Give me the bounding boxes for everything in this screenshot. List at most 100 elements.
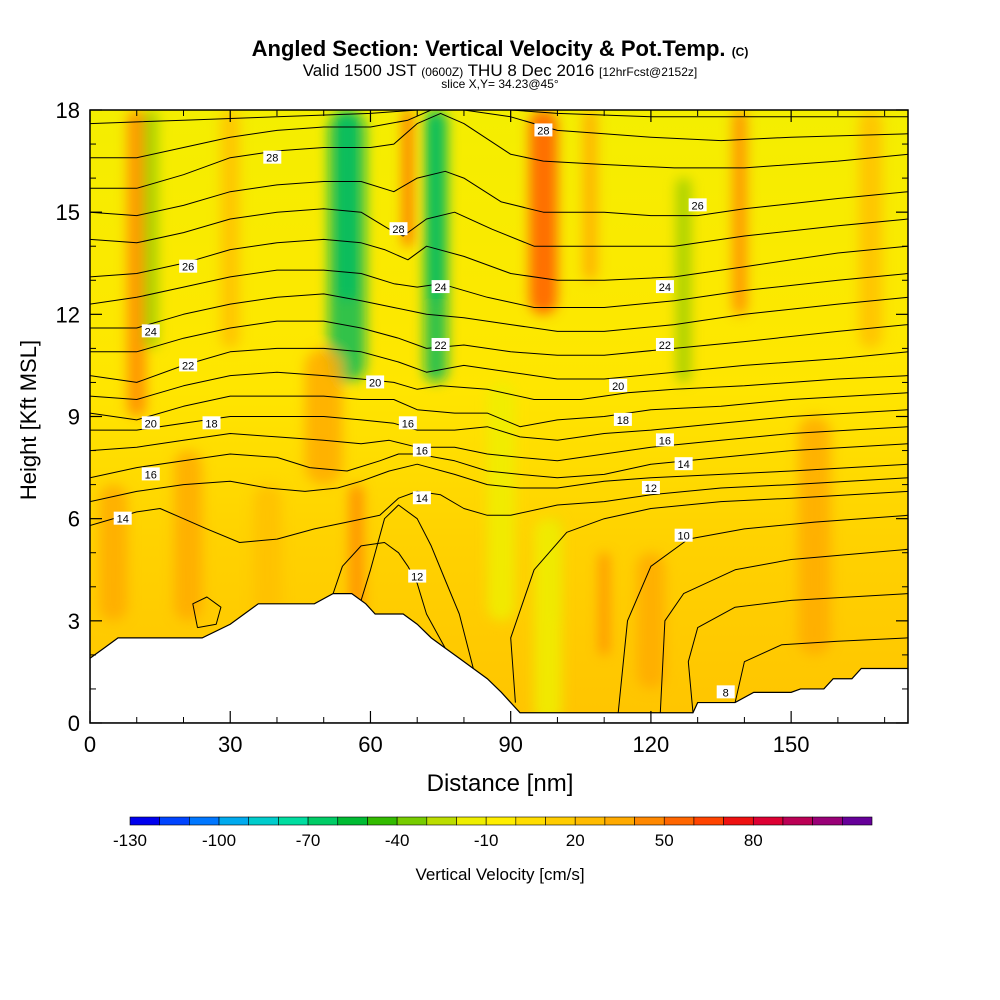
contour-label-box [263, 150, 282, 164]
isentrope-line [360, 504, 474, 669]
colorbar-swatch [842, 816, 873, 826]
contour-label: 20 [141, 416, 160, 430]
contour-label: 16 [141, 467, 160, 481]
contour-label-box [431, 280, 450, 294]
colorbar-swatch [248, 816, 279, 826]
colorbar-swatch [752, 816, 784, 826]
velocity-feature-updraft [403, 110, 413, 247]
subtitle-forecast: [12hrFcst@2152z] [599, 65, 698, 79]
contour-label-text: 16 [416, 446, 428, 458]
colorbar-swatch [693, 816, 724, 826]
terrain-layer [90, 592, 908, 723]
colorbar-label: Vertical Velocity [cm/s] [415, 865, 584, 884]
contour-label: 16 [655, 433, 674, 447]
contour-label-text: 26 [692, 200, 704, 212]
chart-title: Angled Section: Vertical Velocity & Pot.… [0, 36, 1000, 62]
velocity-feature-updraft [349, 484, 364, 621]
isentrope-line [659, 548, 908, 713]
contour-label-box [674, 457, 693, 471]
contour-label-text: 24 [434, 282, 446, 294]
contour-label-text: 16 [402, 418, 414, 430]
velocity-feature-updraft [174, 450, 203, 621]
contour-label-text: 14 [416, 493, 428, 505]
velocity-feature-downdraft [676, 178, 691, 383]
colorbar-swatch [545, 816, 576, 826]
contour-label: 10 [674, 528, 693, 543]
contour-label-box [412, 491, 431, 505]
contour-label-box [431, 337, 450, 351]
contour-label-box [179, 358, 198, 372]
y-tick-label: 15 [56, 200, 80, 225]
colorbar-swatch [515, 816, 546, 826]
colorbar-swatch [604, 816, 635, 826]
velocity-core [430, 110, 442, 301]
contour-label: 24 [655, 280, 674, 294]
colorbar-swatch [159, 816, 190, 826]
colorbar-tick-label: -130 [113, 831, 147, 850]
contour-label: 14 [412, 491, 431, 505]
isentrope-line [192, 596, 222, 629]
colorbar-swatch [782, 816, 813, 826]
contour-label-text: 16 [145, 469, 157, 481]
contour-label: 18 [613, 412, 632, 427]
contour-label-text: 22 [434, 340, 446, 352]
axes: 0 30 60 90 120 150 0 3 6 9 12 15 18 [56, 98, 908, 757]
contour-label-box [202, 416, 221, 430]
contour-label-box [113, 511, 132, 525]
isentrope-line [90, 477, 908, 543]
isentrope-line [510, 490, 908, 703]
isentrope-line [734, 637, 908, 703]
isentrope-line [90, 293, 908, 332]
contour-label: 28 [389, 222, 408, 236]
velocity-feature-downdraft [143, 110, 158, 349]
y-tick-label: 6 [68, 507, 80, 532]
velocity-feature-updraft [732, 110, 747, 315]
velocity-feature-updraft [858, 110, 883, 349]
colorbar-tick-label: -100 [202, 831, 236, 850]
contour-label: 20 [366, 375, 385, 389]
contour-label-text: 26 [182, 262, 194, 274]
contour-label-text: 28 [392, 224, 404, 236]
velocity-feature-updraft [253, 484, 282, 621]
x-tick-label: 0 [84, 732, 96, 757]
subtitle-valid: Valid 1500 JST [302, 61, 417, 80]
colorbar-swatch [574, 816, 606, 826]
colorbar: -130 -100 -70 -40 -10 20 50 80 [113, 816, 873, 850]
contour-label: 14 [674, 457, 693, 471]
colorbar-swatch [663, 816, 695, 826]
colorbar-swatch [189, 816, 220, 826]
contour-labels: 28 28 28 26 26 24 24 24 22 22 22 20 20 20 18 18 16 16 16 16… [113, 123, 735, 699]
isentrope-line [90, 463, 908, 503]
colorbar-swatch [129, 816, 160, 826]
isentrope-line [90, 208, 908, 247]
isentrope-line [90, 347, 908, 383]
contour-label-box [688, 198, 707, 212]
colorbar-swatch [307, 816, 339, 826]
contour-label-box [613, 412, 632, 426]
contour-label-text: 16 [659, 435, 671, 447]
contour-label-text: 8 [723, 687, 729, 699]
contour-label-box [389, 222, 408, 236]
colorbar-swatch [396, 816, 428, 826]
contour-label-box [366, 375, 385, 389]
y-tick-label: 12 [56, 302, 80, 327]
isentrope-line [90, 170, 908, 217]
contour-label: 28 [534, 123, 553, 137]
colorbar-swatch [812, 816, 843, 826]
colorbar-swatch [367, 816, 398, 826]
contour-label-box [398, 416, 417, 430]
colorbar-tick-label: 20 [566, 831, 585, 850]
contour-label-text: 24 [659, 282, 671, 294]
contour-label-box [179, 259, 198, 273]
contour-label-text: 12 [645, 483, 657, 495]
contour-label: 24 [431, 280, 450, 294]
contour-label-text: 20 [612, 381, 624, 393]
isentrope-line [90, 238, 908, 281]
x-tick-label: 30 [218, 732, 242, 757]
contour-label: 26 [688, 198, 707, 212]
contour-label: 12 [641, 481, 660, 495]
x-tick-label: 90 [498, 732, 522, 757]
contour-label-box [408, 569, 427, 583]
terrain [90, 592, 908, 723]
contour-label-box [141, 416, 160, 430]
